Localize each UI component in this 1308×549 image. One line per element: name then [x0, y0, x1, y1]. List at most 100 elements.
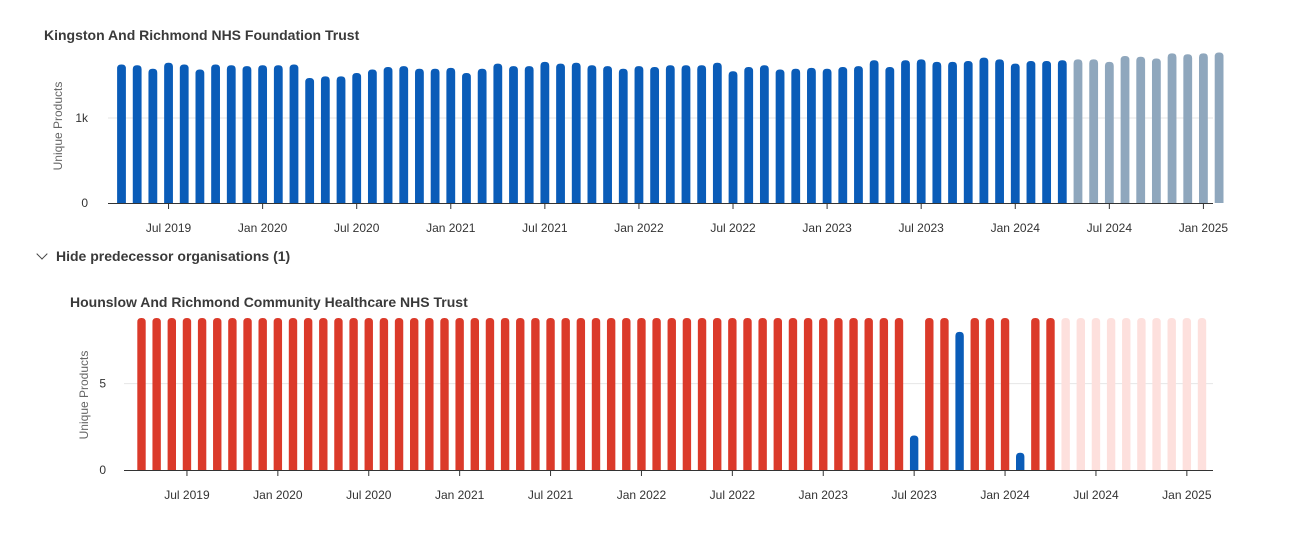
bar[interactable]	[1046, 318, 1055, 470]
bar[interactable]	[1091, 318, 1101, 470]
bar[interactable]	[336, 76, 346, 203]
bar[interactable]	[243, 318, 252, 470]
bar[interactable]	[713, 318, 722, 470]
bar[interactable]	[955, 331, 964, 470]
bar[interactable]	[1120, 55, 1130, 204]
bar[interactable]	[622, 318, 631, 470]
bar[interactable]	[258, 65, 268, 203]
bar[interactable]	[885, 67, 895, 203]
bar[interactable]	[819, 318, 828, 470]
bar[interactable]	[440, 318, 449, 470]
bar[interactable]	[728, 318, 737, 470]
bar[interactable]	[864, 318, 873, 470]
bar[interactable]	[697, 318, 707, 470]
bar[interactable]	[834, 318, 843, 470]
bar[interactable]	[909, 435, 919, 470]
bar[interactable]	[493, 63, 503, 203]
bar[interactable]	[258, 318, 267, 470]
bar[interactable]	[970, 318, 979, 470]
bar[interactable]	[1182, 318, 1192, 470]
bar[interactable]	[561, 318, 570, 470]
bar[interactable]	[213, 318, 222, 470]
bar[interactable]	[634, 66, 644, 204]
bar[interactable]	[1016, 452, 1025, 470]
bar[interactable]	[500, 318, 510, 470]
bar[interactable]	[228, 318, 237, 470]
bar[interactable]	[470, 318, 479, 470]
bar[interactable]	[985, 318, 995, 470]
bar[interactable]	[485, 318, 495, 470]
bar[interactable]	[576, 318, 586, 470]
bar[interactable]	[618, 68, 628, 203]
bar[interactable]	[606, 318, 616, 470]
bar[interactable]	[430, 68, 440, 203]
bar[interactable]	[838, 67, 848, 203]
bar[interactable]	[364, 318, 373, 470]
bar[interactable]	[509, 66, 518, 204]
bar[interactable]	[1151, 58, 1161, 204]
bar[interactable]	[556, 63, 565, 203]
bar[interactable]	[117, 64, 126, 203]
bar[interactable]	[546, 318, 555, 470]
bar[interactable]	[367, 69, 377, 203]
bar[interactable]	[137, 318, 146, 470]
bar[interactable]	[758, 318, 767, 470]
bar[interactable]	[167, 318, 176, 470]
bar[interactable]	[894, 318, 904, 470]
bar[interactable]	[273, 318, 283, 470]
bar[interactable]	[179, 64, 189, 203]
bar[interactable]	[164, 62, 173, 203]
bar[interactable]	[352, 72, 362, 203]
bar[interactable]	[182, 318, 192, 470]
bar[interactable]	[531, 318, 540, 470]
bar[interactable]	[1042, 61, 1052, 203]
bar[interactable]	[1197, 318, 1207, 470]
bar[interactable]	[242, 66, 252, 204]
bar[interactable]	[682, 318, 692, 470]
bar[interactable]	[288, 318, 298, 470]
bar[interactable]	[948, 61, 957, 204]
bar[interactable]	[650, 67, 660, 203]
bar[interactable]	[1183, 54, 1193, 203]
bar[interactable]	[1073, 59, 1083, 203]
bar[interactable]	[744, 67, 754, 203]
bar[interactable]	[273, 65, 283, 203]
bar[interactable]	[334, 318, 343, 470]
bar[interactable]	[152, 318, 161, 470]
bar[interactable]	[1167, 318, 1176, 470]
bar[interactable]	[849, 318, 858, 470]
bar[interactable]	[1122, 318, 1131, 470]
bar[interactable]	[148, 68, 158, 203]
bar[interactable]	[637, 318, 646, 470]
bar[interactable]	[399, 66, 409, 204]
bar[interactable]	[932, 61, 942, 204]
bar[interactable]	[773, 318, 782, 470]
bar[interactable]	[665, 65, 675, 203]
bar[interactable]	[303, 318, 313, 470]
bar[interactable]	[916, 59, 926, 203]
bar[interactable]	[901, 60, 910, 204]
bar[interactable]	[995, 59, 1004, 203]
bar[interactable]	[1010, 63, 1020, 203]
bar[interactable]	[211, 64, 220, 203]
bar[interactable]	[1061, 318, 1070, 470]
bar[interactable]	[854, 66, 863, 204]
bar[interactable]	[571, 62, 581, 203]
bar[interactable]	[1026, 61, 1036, 203]
bar[interactable]	[1214, 52, 1224, 203]
bar[interactable]	[667, 318, 676, 470]
bar[interactable]	[349, 318, 358, 470]
bar[interactable]	[603, 66, 612, 204]
bar[interactable]	[226, 65, 236, 203]
bar[interactable]	[383, 67, 393, 203]
bar[interactable]	[587, 65, 597, 203]
bar[interactable]	[791, 68, 801, 203]
bar[interactable]	[652, 318, 661, 470]
bar[interactable]	[305, 78, 315, 203]
bar[interactable]	[1137, 318, 1146, 470]
bar[interactable]	[410, 318, 419, 470]
bar[interactable]	[524, 66, 534, 204]
bar[interactable]	[743, 318, 752, 470]
bar[interactable]	[132, 65, 142, 203]
bar[interactable]	[425, 318, 434, 470]
